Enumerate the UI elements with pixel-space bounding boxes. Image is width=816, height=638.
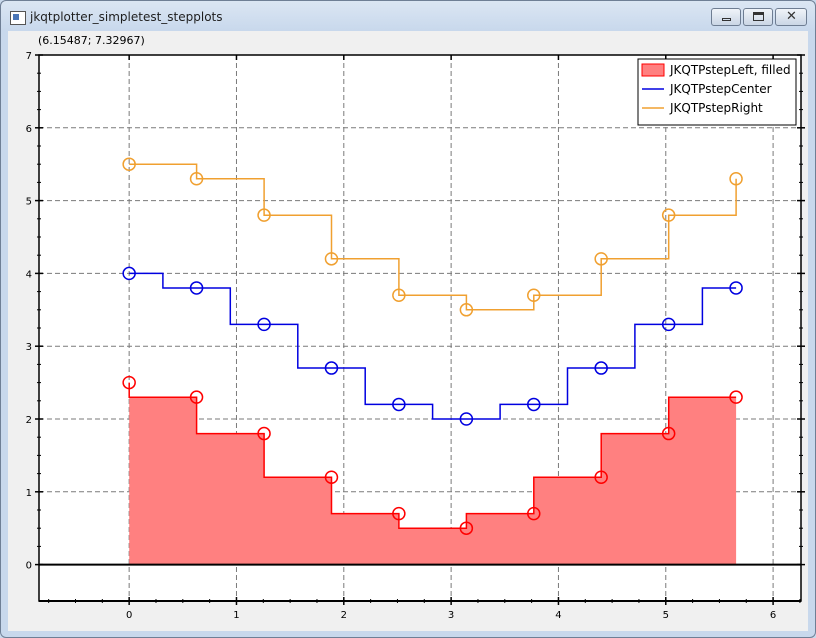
- x-tick-label: 4: [555, 610, 561, 621]
- y-tick-label: 2: [26, 415, 32, 426]
- series-2-point: [729, 281, 743, 295]
- legend-label-3: JKQTPstepRight: [669, 101, 763, 115]
- series-1-point: [324, 470, 339, 484]
- series-1-point: [257, 426, 271, 441]
- maximize-icon: [753, 12, 764, 21]
- series-2-point: [257, 317, 271, 332]
- series-3-point: [459, 303, 474, 317]
- y-tick-label: 6: [26, 124, 32, 135]
- series-2-point: [661, 317, 676, 332]
- close-icon: ✕: [786, 9, 797, 24]
- minimize-button[interactable]: [711, 8, 741, 26]
- app-icon: [10, 11, 26, 25]
- series-1-point: [392, 506, 406, 521]
- series-3-point: [729, 172, 743, 186]
- series-2-point: [527, 397, 541, 412]
- series-1-point: [122, 375, 136, 390]
- series-2-point: [594, 361, 608, 375]
- series-2-point: [324, 361, 339, 375]
- legend-swatch-1: [641, 63, 665, 77]
- series-1-point: [459, 521, 474, 535]
- close-button[interactable]: ✕: [775, 8, 807, 26]
- y-tick-label: 0: [26, 561, 32, 572]
- maximize-button[interactable]: [743, 8, 773, 26]
- legend-label-1: JKQTPstepLeft, filled: [669, 63, 791, 77]
- series-3-point: [257, 208, 271, 222]
- y-tick-label: 3: [26, 342, 32, 353]
- x-tick-label: 2: [341, 610, 347, 621]
- series-1-point: [189, 390, 204, 404]
- x-tick-label: 6: [770, 610, 776, 621]
- series-3-point: [661, 208, 676, 222]
- minimize-icon: [722, 18, 731, 21]
- series-3-point: [324, 252, 339, 266]
- series-2-point: [189, 281, 204, 295]
- series-1-point: [527, 506, 541, 521]
- plotter-widget[interactable]: 0 1 2 3 4 5 6 0 1 2 3 4 5 6 7 JKQTPstepLeft, filled JKQ…: [8, 31, 808, 631]
- series-3-point: [392, 288, 406, 302]
- series-1-fill: [129, 382, 737, 565]
- y-tick-label: 5: [26, 197, 32, 208]
- series-1-point: [661, 426, 676, 441]
- x-tick-label: 3: [448, 610, 454, 621]
- window-title: jkqtplotter_simpletest_stepplots: [30, 10, 223, 24]
- series-3-point: [189, 172, 204, 186]
- x-tick-label: 1: [233, 610, 239, 621]
- series-3-point: [122, 157, 136, 171]
- series-2-point: [392, 397, 406, 412]
- coordinate-readout: (6.15487; 7.32967): [38, 34, 145, 47]
- y-tick-label: 7: [26, 51, 32, 62]
- series-1-line: [128, 382, 737, 529]
- series-2-point: [459, 412, 474, 426]
- x-tick-label: 0: [126, 610, 132, 621]
- y-tick-label: 4: [26, 269, 32, 280]
- series-3-point: [527, 288, 541, 302]
- series-1-point: [729, 390, 743, 404]
- y-tick-label: 1: [26, 488, 32, 499]
- series-2-point: [122, 266, 136, 281]
- step-plot-chart[interactable]: 0 1 2 3 4 5 6 0 1 2 3 4 5 6 7 JKQTPstepLeft, filled JKQ…: [8, 31, 808, 631]
- title-bar[interactable]: jkqtplotter_simpletest_stepplots ✕: [1, 1, 815, 31]
- series-1-point: [594, 470, 608, 484]
- series-3-point: [594, 252, 608, 266]
- legend-label-2: JKQTPstepCenter: [669, 82, 772, 96]
- series-3-line: [129, 163, 737, 311]
- x-tick-label: 5: [663, 610, 669, 621]
- series-2-line: [129, 272, 737, 420]
